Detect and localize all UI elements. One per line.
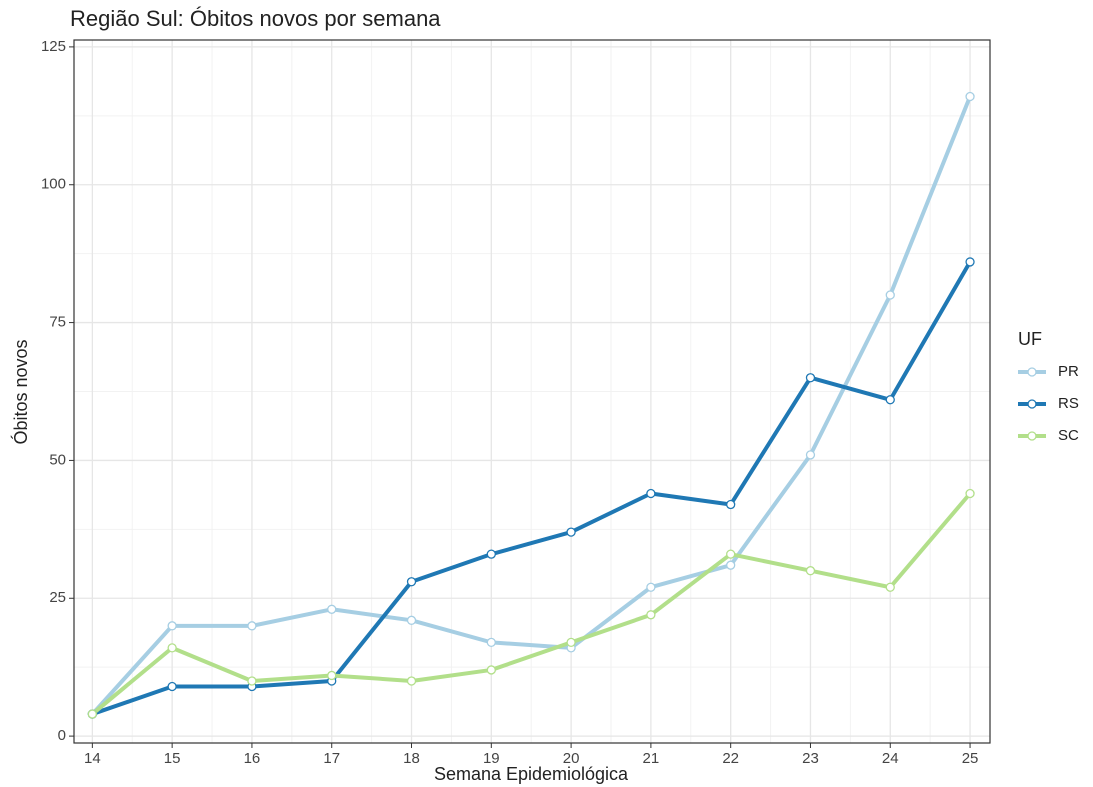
legend-label: PR: [1058, 363, 1079, 380]
data-point: [885, 582, 895, 592]
data-point: [167, 643, 177, 653]
x-tick-label: 20: [563, 750, 580, 767]
data-point: [965, 488, 975, 499]
x-tick-label: 16: [244, 750, 261, 767]
chart-title: Região Sul: Óbitos novos por semana: [70, 6, 441, 31]
y-tick-label: 25: [49, 589, 66, 606]
data-point: [805, 566, 816, 576]
data-point: [646, 610, 656, 620]
data-point: [885, 290, 895, 300]
data-point: [167, 681, 177, 692]
data-point: [406, 676, 417, 686]
data-point: [247, 621, 257, 631]
data-point: [406, 615, 417, 625]
legend-point: [1027, 431, 1037, 441]
series-line: [91, 260, 972, 716]
data-point: [726, 560, 736, 570]
legend-point: [1027, 399, 1037, 409]
data-point: [87, 709, 98, 719]
data-point: [965, 91, 975, 102]
y-axis-label: Óbitos novos: [10, 339, 31, 444]
x-tick-label: 15: [164, 750, 181, 767]
data-point: [726, 499, 736, 510]
legend-label: SC: [1058, 427, 1079, 444]
y-tick-label: 100: [41, 176, 66, 193]
data-point: [566, 637, 576, 648]
x-tick-label: 22: [722, 750, 739, 767]
legend-label: RS: [1058, 395, 1079, 412]
data-point: [965, 257, 975, 267]
legend-title: UF: [1018, 329, 1042, 349]
series-line: [91, 492, 972, 716]
y-tick-label: 50: [49, 451, 66, 468]
data-point: [327, 604, 337, 614]
x-axis-label: Semana Epidemiológica: [434, 764, 629, 784]
x-tick-label: 14: [84, 750, 101, 767]
x-tick-label: 19: [483, 750, 500, 767]
data-point: [646, 582, 656, 592]
data-point: [805, 450, 816, 460]
data-point: [885, 395, 895, 405]
data-point: [486, 549, 496, 559]
y-tick-label: 125: [41, 38, 66, 55]
x-tick-label: 21: [643, 750, 660, 767]
data-point: [247, 676, 257, 686]
data-point: [486, 665, 496, 675]
data-point: [805, 373, 816, 383]
data-point: [486, 637, 496, 648]
x-tick-label: 23: [802, 750, 819, 767]
y-tick-label: 0: [58, 727, 66, 744]
legend-point: [1027, 367, 1037, 377]
series-line: [90, 95, 972, 716]
x-tick-label: 17: [323, 750, 340, 767]
data-point: [406, 577, 417, 587]
y-tick-label: 75: [49, 314, 66, 331]
data-point: [327, 670, 337, 681]
plot-border: [73, 39, 991, 744]
data-point: [566, 527, 576, 537]
data-point: [646, 488, 656, 499]
x-tick-label: 18: [403, 750, 420, 767]
x-tick-label: 24: [882, 750, 899, 767]
data-point: [167, 621, 177, 631]
x-tick-label: 25: [962, 750, 979, 767]
data-point: [726, 549, 736, 559]
